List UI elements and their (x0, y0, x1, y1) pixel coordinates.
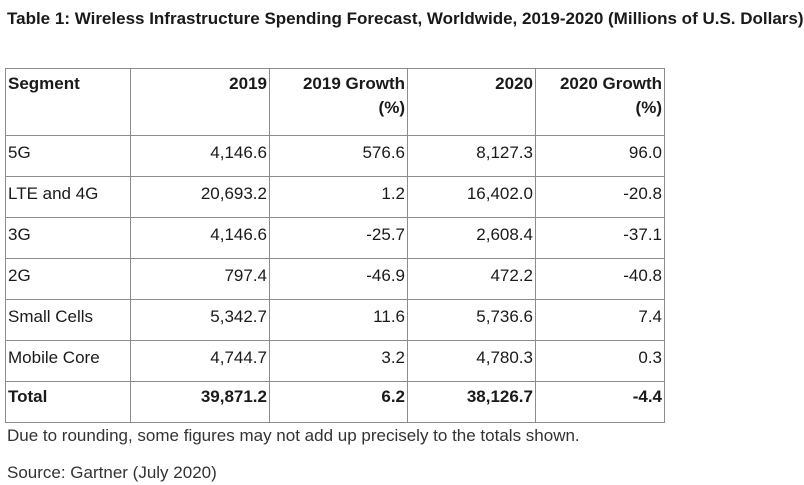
cell-2020: 2,608.4 (407, 217, 536, 259)
cell-segment: Small Cells (5, 299, 131, 341)
cell-2019-growth: 3.2 (269, 340, 408, 382)
cell-2020-growth: 0.3 (535, 340, 665, 382)
cell-segment: 3G (5, 217, 131, 259)
table-header-row: Segment 2019 2019 Growth (%) 2020 2020 G… (5, 68, 665, 136)
cell-2019-growth: -46.9 (269, 258, 408, 300)
cell-2020-growth: 7.4 (535, 299, 665, 341)
cell-2020: 4,780.3 (407, 340, 536, 382)
header-2019-growth: 2019 Growth (%) (269, 68, 408, 136)
header-2020: 2020 (407, 68, 536, 136)
cell-2020-growth: 96.0 (535, 135, 665, 177)
cell-2019: 20,693.2 (130, 176, 270, 218)
table-row: LTE and 4G 20,693.2 1.2 16,402.0 -20.8 (5, 176, 665, 218)
spending-table: Segment 2019 2019 Growth (%) 2020 2020 G… (5, 68, 665, 423)
total-2019-growth: 6.2 (269, 381, 408, 423)
cell-2020: 8,127.3 (407, 135, 536, 177)
cell-segment: Mobile Core (5, 340, 131, 382)
cell-2020: 16,402.0 (407, 176, 536, 218)
cell-2020: 5,736.6 (407, 299, 536, 341)
cell-2019-growth: 11.6 (269, 299, 408, 341)
total-label: Total (5, 381, 131, 423)
cell-2019-growth: 1.2 (269, 176, 408, 218)
cell-2019: 4,146.6 (130, 135, 270, 177)
total-2020-growth: -4.4 (535, 381, 665, 423)
total-2019: 39,871.2 (130, 381, 270, 423)
header-2020-growth: 2020 Growth (%) (535, 68, 665, 136)
cell-2019-growth: -25.7 (269, 217, 408, 259)
cell-2020-growth: -40.8 (535, 258, 665, 300)
table-title: Table 1: Wireless Infrastructure Spendin… (7, 9, 804, 28)
cell-2019-growth: 576.6 (269, 135, 408, 177)
cell-2019: 4,146.6 (130, 217, 270, 259)
table-row: Small Cells 5,342.7 11.6 5,736.6 7.4 (5, 299, 665, 341)
header-segment: Segment (5, 68, 131, 136)
table-row: 3G 4,146.6 -25.7 2,608.4 -37.1 (5, 217, 665, 259)
cell-2019: 4,744.7 (130, 340, 270, 382)
rounding-note: Due to rounding, some figures may not ad… (7, 426, 580, 445)
cell-2020: 472.2 (407, 258, 536, 300)
cell-2020-growth: -37.1 (535, 217, 665, 259)
cell-segment: 5G (5, 135, 131, 177)
cell-segment: LTE and 4G (5, 176, 131, 218)
cell-2020-growth: -20.8 (535, 176, 665, 218)
cell-2019: 797.4 (130, 258, 270, 300)
table-row: 2G 797.4 -46.9 472.2 -40.8 (5, 258, 665, 300)
source-line: Source: Gartner (July 2020) (7, 463, 217, 482)
table-row: 5G 4,146.6 576.6 8,127.3 96.0 (5, 135, 665, 177)
header-2019: 2019 (130, 68, 270, 136)
cell-2019: 5,342.7 (130, 299, 270, 341)
table-row: Mobile Core 4,744.7 3.2 4,780.3 0.3 (5, 340, 665, 382)
table-total-row: Total 39,871.2 6.2 38,126.7 -4.4 (5, 381, 665, 423)
total-2020: 38,126.7 (407, 381, 536, 423)
cell-segment: 2G (5, 258, 131, 300)
